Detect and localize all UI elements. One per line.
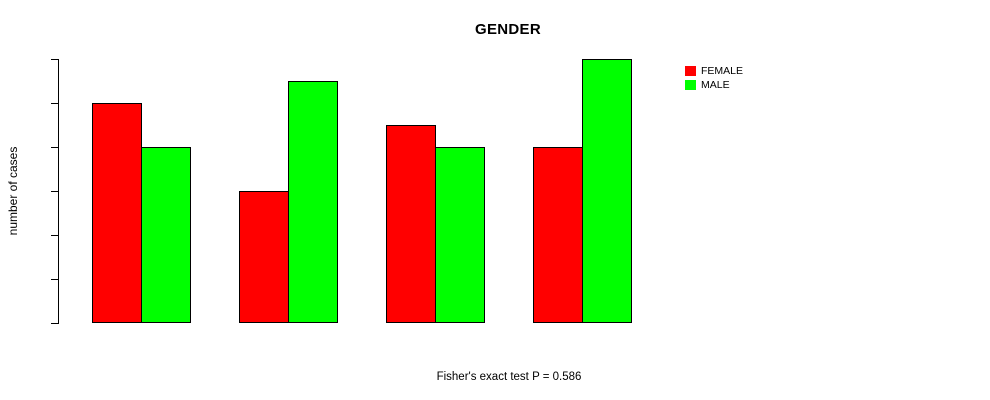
y-tick-label bbox=[30, 127, 42, 167]
caption-fishers-test: Fisher's exact test P = 0.586 bbox=[436, 371, 582, 383]
legend: FEMALE MALE bbox=[685, 66, 743, 90]
y-tick bbox=[51, 191, 58, 192]
y-tick bbox=[51, 59, 58, 60]
bar-male-subtype3 bbox=[435, 147, 485, 323]
y-tick bbox=[51, 279, 58, 280]
y-tick-label bbox=[30, 303, 42, 343]
bar-female-subtype4 bbox=[533, 147, 583, 323]
y-tick-label bbox=[30, 171, 42, 211]
legend-swatch-male-icon bbox=[685, 80, 696, 90]
y-tick-label bbox=[30, 83, 42, 123]
legend-label: FEMALE bbox=[701, 65, 744, 77]
chart-title: GENDER bbox=[475, 21, 541, 38]
y-tick bbox=[51, 147, 58, 148]
y-tick-label bbox=[30, 39, 42, 79]
legend-swatch-female-icon bbox=[685, 66, 696, 76]
bar-male-subtype1 bbox=[141, 147, 191, 323]
legend-label: MALE bbox=[701, 79, 730, 91]
y-tick bbox=[51, 103, 58, 104]
y-axis-line bbox=[58, 59, 59, 324]
legend-item-female: FEMALE bbox=[685, 66, 743, 76]
bar-female-subtype2 bbox=[239, 191, 289, 323]
legend-item-male: MALE bbox=[685, 80, 743, 90]
bar-female-subtype3 bbox=[386, 125, 436, 323]
bar-male-subtype2 bbox=[288, 81, 338, 323]
bar-male-subtype4 bbox=[582, 59, 632, 323]
y-tick-label bbox=[30, 215, 42, 255]
bar-female-subtype1 bbox=[92, 103, 142, 323]
y-tick bbox=[51, 235, 58, 236]
y-tick bbox=[51, 323, 58, 324]
y-tick-label bbox=[30, 259, 42, 299]
